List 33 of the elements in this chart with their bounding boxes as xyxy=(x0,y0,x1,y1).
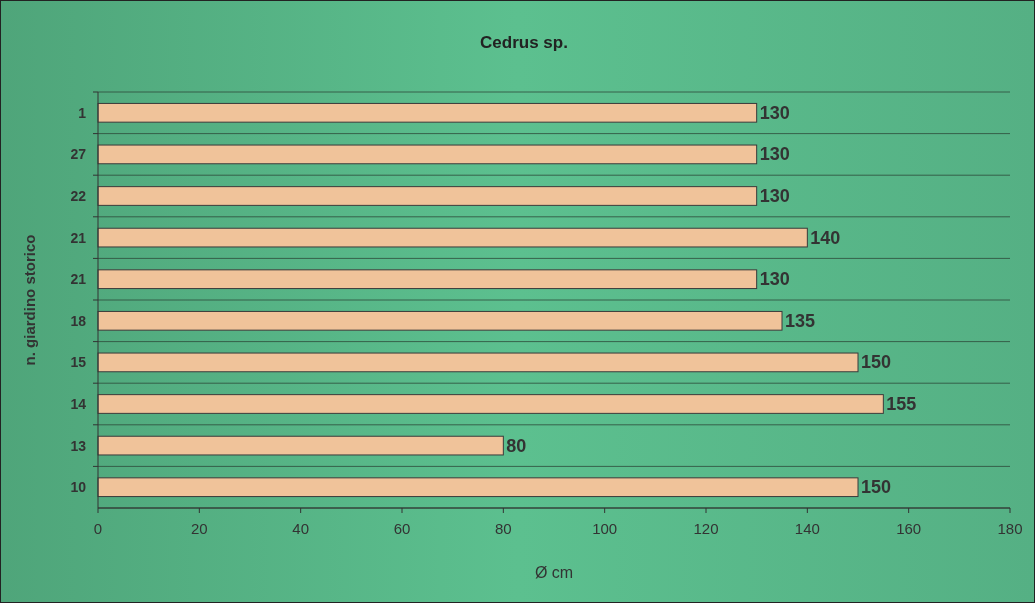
y-tick-label: 21 xyxy=(70,271,87,288)
x-tick-label: 160 xyxy=(896,520,922,537)
y-tick-label: 14 xyxy=(70,396,87,412)
y-tick-label: 22 xyxy=(70,188,87,204)
y-tick-label: 18 xyxy=(70,312,87,329)
x-tick-label: 140 xyxy=(794,520,820,537)
data-label: 135 xyxy=(785,310,816,331)
x-tick-label: 40 xyxy=(292,520,310,537)
data-label: 130 xyxy=(759,144,790,165)
data-label: 140 xyxy=(810,227,841,248)
x-axis-title: Ø cm xyxy=(534,564,574,581)
data-label: 80 xyxy=(506,435,527,456)
data-label: 130 xyxy=(759,102,790,123)
x-tick-label: 0 xyxy=(93,520,103,537)
data-label: 130 xyxy=(759,186,790,206)
x-tick-label: 120 xyxy=(693,520,719,537)
y-tick-label: 15 xyxy=(70,354,87,371)
x-tick-label: 20 xyxy=(190,520,208,537)
y-tick-label: 1 xyxy=(78,104,87,121)
data-label: 150 xyxy=(861,352,892,373)
x-tick-label: 180 xyxy=(997,520,1023,537)
x-tick-label: 80 xyxy=(494,520,512,537)
x-tick-label: 60 xyxy=(393,520,411,537)
y-axis-title: n. giardino storico xyxy=(21,234,38,366)
data-label: 150 xyxy=(861,477,892,498)
chart-title: Cedrus sp. xyxy=(480,33,568,52)
y-tick-label: 10 xyxy=(70,479,87,496)
data-label: 130 xyxy=(759,269,790,290)
x-tick-label: 100 xyxy=(592,520,618,537)
y-tick-label: 13 xyxy=(70,437,87,454)
data-label: 155 xyxy=(886,394,917,414)
y-tick-label: 21 xyxy=(70,229,87,246)
y-tick-label: 27 xyxy=(70,146,87,163)
